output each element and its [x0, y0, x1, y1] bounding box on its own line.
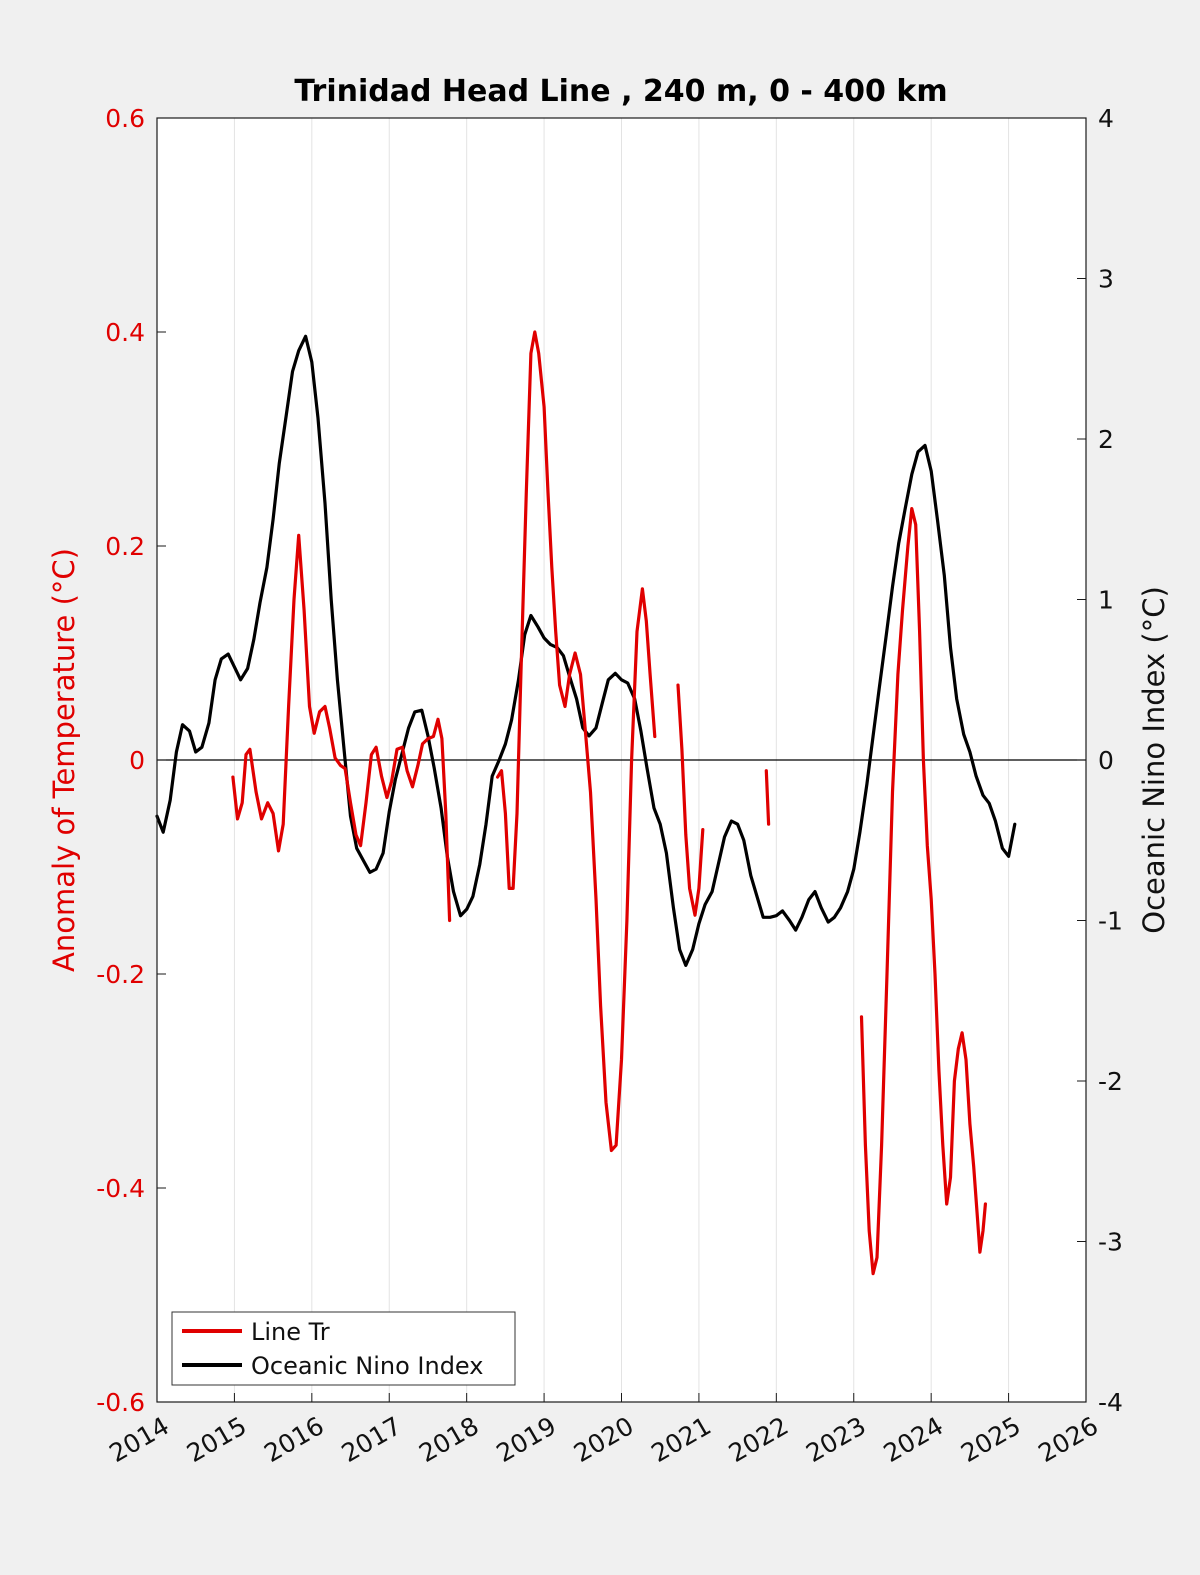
left-axis-ticks: -0.6 -0.4 -0.2 0 0.2 0.4 0.6: [96, 104, 166, 1417]
right-axis-label: Oceanic Nino Index (°C): [1137, 586, 1171, 934]
series-line-tr-segment-3: [676, 683, 705, 917]
right-tick-label: -2: [1098, 1067, 1123, 1096]
legend-label-line-tr: Line Tr: [251, 1318, 330, 1346]
right-tick-label: 4: [1098, 104, 1114, 133]
chart-title: Trinidad Head Line , 240 m, 0 - 400 km: [294, 74, 947, 109]
series-layer: [155, 330, 1017, 1276]
right-tick-label: -4: [1098, 1388, 1123, 1417]
right-tick-label: 1: [1098, 586, 1114, 615]
legend: Line Tr Oceanic Nino Index: [171, 1311, 516, 1386]
right-tick-label: 2: [1098, 425, 1114, 454]
right-axis-ticks: -4 -3 -2 -1 0 1 2 3 4: [1077, 104, 1123, 1417]
left-tick-label: 0.6: [105, 104, 145, 133]
left-tick-label: 0.2: [105, 532, 145, 561]
left-tick-label: -0.4: [96, 1174, 145, 1203]
left-axis-label: Anomaly of Temperature (°C): [47, 548, 81, 972]
left-tick-label: 0: [129, 746, 145, 775]
left-tick-label: -0.6: [96, 1388, 145, 1417]
legend-box: [171, 1311, 516, 1386]
series-line-tr-segment-5: [859, 507, 988, 1276]
right-tick-label: -3: [1098, 1228, 1123, 1257]
legend-label-oni: Oceanic Nino Index: [251, 1352, 483, 1380]
right-tick-label: -1: [1098, 907, 1123, 936]
series-line-tr-segment-2: [496, 330, 657, 1153]
left-tick-label: 0.4: [105, 318, 145, 347]
series-line-tr-segment-4: [764, 769, 771, 826]
series-line-tr-segment-1: [231, 533, 452, 923]
right-tick-label: 3: [1098, 265, 1114, 294]
right-tick-label: 0: [1098, 746, 1114, 775]
left-tick-label: -0.2: [96, 960, 145, 989]
